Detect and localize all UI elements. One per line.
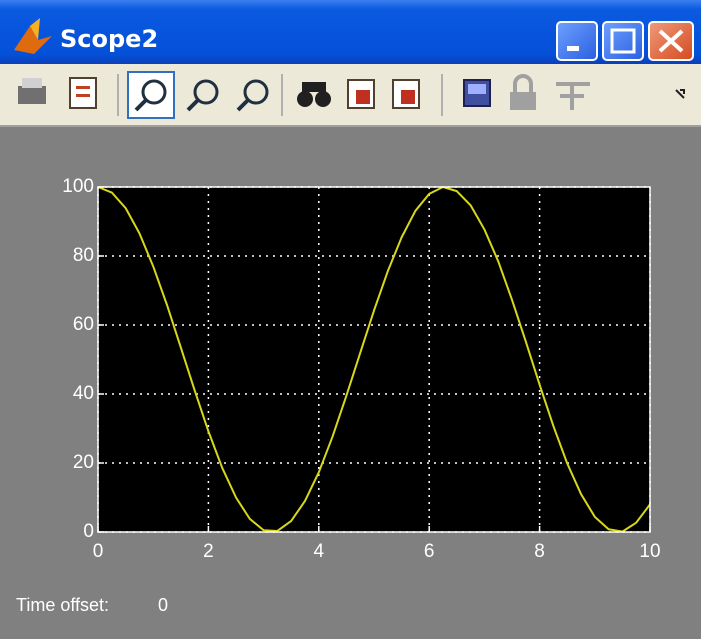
toolbar-overflow[interactable]: [675, 89, 685, 99]
save-axes-button[interactable]: [347, 79, 375, 109]
y-tick-label: 40: [73, 383, 94, 404]
y-tick-label: 80: [73, 245, 94, 266]
x-tick-label: 0: [93, 541, 104, 562]
time-offset-value: 0: [158, 595, 168, 615]
signal-selection-button[interactable]: [556, 82, 590, 110]
floating-scope-button[interactable]: [463, 79, 491, 107]
x-tick-label: 8: [534, 541, 545, 562]
print-button[interactable]: [18, 78, 46, 104]
x-tick-label: 6: [424, 541, 435, 562]
autoscale-button[interactable]: [297, 82, 331, 107]
close-button[interactable]: [648, 21, 694, 61]
minimize-button[interactable]: [556, 21, 598, 61]
x-tick-label: 4: [314, 541, 325, 562]
y-tick-label: 20: [73, 452, 94, 473]
app-icon: [14, 18, 52, 54]
y-tick-label: 100: [62, 176, 94, 197]
lock-button[interactable]: [510, 74, 536, 110]
plot-area: [98, 187, 650, 532]
zoom-button[interactable]: [127, 71, 175, 119]
signal-line: [97, 186, 651, 533]
restore-axes-button[interactable]: [392, 79, 420, 109]
zoom-y-button[interactable]: [236, 79, 269, 112]
plot-frame: [97, 186, 651, 533]
y-tick-label: 0: [83, 521, 94, 542]
x-tick-label: 10: [639, 541, 660, 562]
time-offset-label: Time offset:: [16, 595, 109, 615]
zoom-x-button[interactable]: [186, 79, 219, 112]
parameters-button[interactable]: [69, 77, 97, 109]
maximize-button[interactable]: [602, 21, 644, 61]
y-tick-label: 60: [73, 314, 94, 335]
x-tick-label: 2: [203, 541, 214, 562]
window-title: Scope2: [60, 25, 158, 53]
